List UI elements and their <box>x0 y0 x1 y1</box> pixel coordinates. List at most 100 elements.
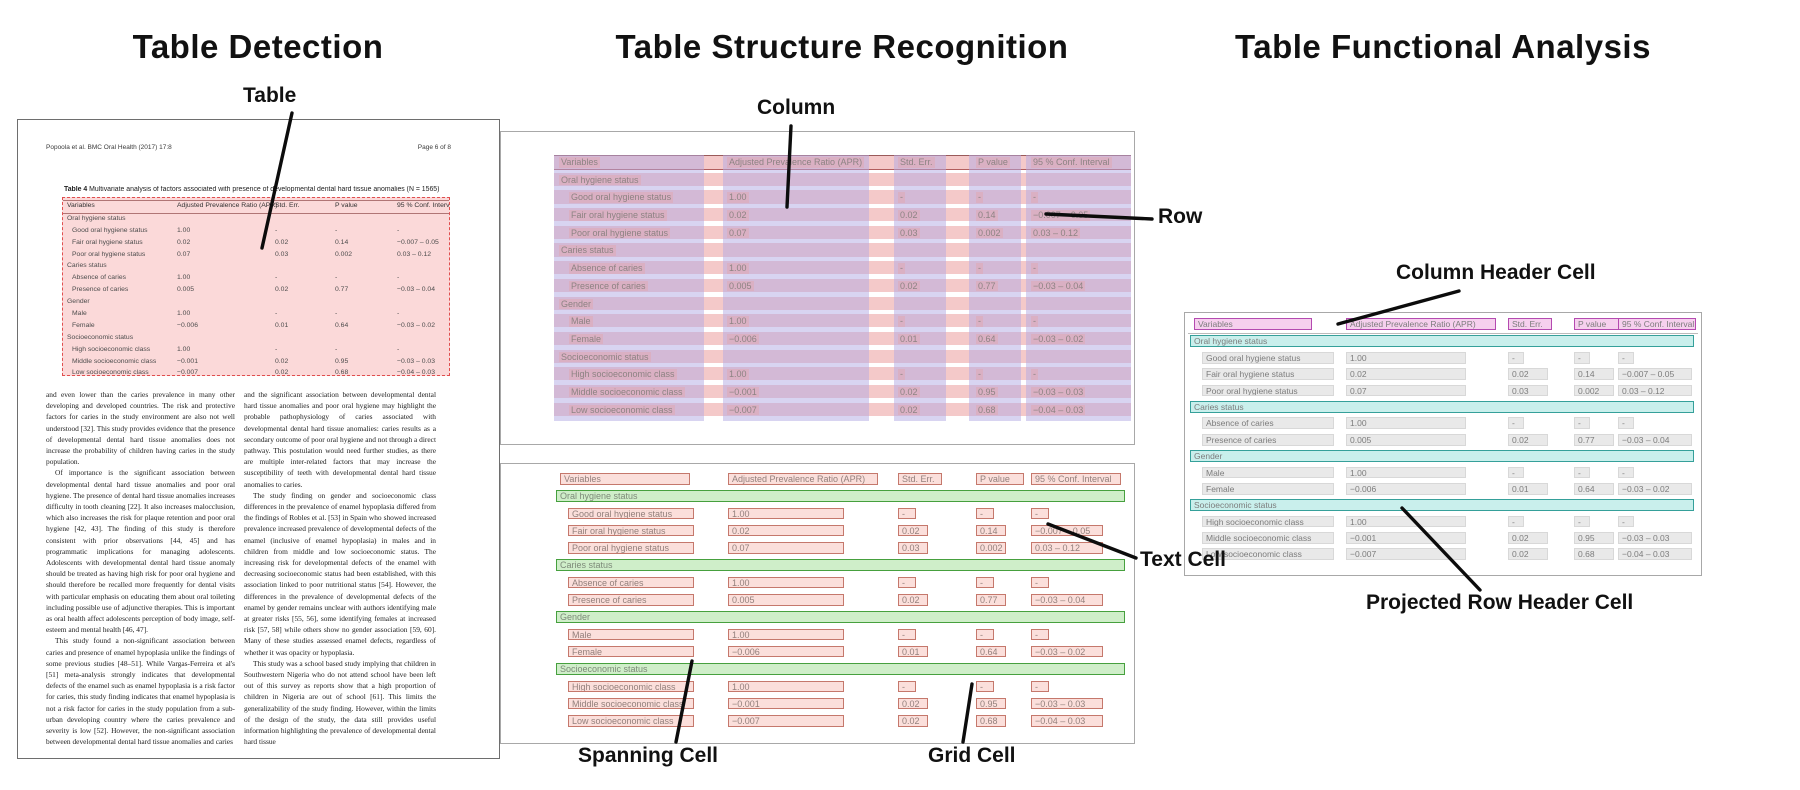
text-cell: 0.002 <box>976 542 1006 554</box>
table-row: Absence of caries 1.00 - - - <box>554 576 1131 593</box>
column-header-cell: Variables <box>1194 318 1312 330</box>
table-cell: - <box>1508 466 1524 479</box>
table-row: Absence of caries 1.00 - - - <box>1188 416 1698 432</box>
text-cell: 1.00 <box>728 680 844 693</box>
column-header: P value <box>335 202 358 209</box>
table-cell: 0.02 <box>727 210 749 221</box>
row-label: Presence of caries <box>569 280 648 292</box>
table-row: Socioeconomic status <box>554 662 1131 679</box>
table-caption-label: Table 4 <box>64 186 88 193</box>
table-cell: - <box>397 345 400 353</box>
table-cell: - <box>335 345 338 353</box>
table-cell: 0.02 <box>1346 368 1466 380</box>
text-cell: - <box>898 628 916 641</box>
table-cell: 0.07 <box>177 250 191 258</box>
table-row: Middle socioeconomic class −0.001 0.02 0.95… <box>1188 531 1698 547</box>
text-cell: 1.00 <box>728 628 844 641</box>
table-cell: - <box>1618 466 1634 479</box>
table-cell: 0.005 <box>727 280 754 292</box>
table-cell: - <box>898 263 905 274</box>
row-label: Low socioeconomic class <box>569 404 675 416</box>
row-label: Presence of caries <box>72 286 129 294</box>
body-paragraph: and the significant association between … <box>244 390 436 489</box>
text-cell: Absence of caries <box>568 576 694 589</box>
table-cell: 1.00 <box>177 310 191 318</box>
text-cell: 0.02 <box>728 524 844 537</box>
grid-cell: 95 % Conf. Interval <box>1031 473 1121 485</box>
table-cell: - <box>1574 466 1590 479</box>
table-row: Low socioeconomic class −0.007 0.02 0.68 −0.… <box>63 368 449 376</box>
text-cell: −0.007 – 0.05 <box>1031 524 1103 537</box>
row-label: Female <box>72 321 95 329</box>
callout-table: Table <box>243 84 297 107</box>
text-cell: - <box>976 628 994 641</box>
text-cell: 0.005 <box>728 594 844 606</box>
table-row: Male 1.00 - - - <box>1188 466 1698 482</box>
functional-analysis-table: Variables Adjusted Prevalence Ratio (APR)… <box>1184 312 1702 576</box>
table-cell: −0.04 – 0.03 <box>1618 548 1692 561</box>
callout-projected-row-header-cell: Projected Row Header Cell <box>1366 591 1634 614</box>
table-cell: −0.001 <box>727 386 759 398</box>
table-row: Gender <box>554 610 1131 627</box>
text-cell: −0.006 <box>728 645 844 658</box>
table-cell: 1.00 <box>727 316 749 327</box>
text-cell: - <box>898 507 916 520</box>
column-header-cell: Adjusted Prevalence Ratio (APR) <box>1346 318 1496 330</box>
column-header-cell: Std. Err. <box>1508 318 1552 330</box>
row-label: Middle socioeconomic class <box>569 386 685 398</box>
column-highlight <box>894 155 946 421</box>
text-cell: 0.14 <box>976 524 1006 537</box>
table-row: Female −0.006 0.01 0.64 −0.03 – 0.02 <box>63 321 449 333</box>
table-row: Oral hygiene status <box>554 489 1131 506</box>
text-cell: Low socioeconomic class <box>568 715 694 727</box>
table-cell: 1.00 <box>177 274 191 282</box>
table-cell: 1.00 <box>1346 417 1466 430</box>
grid-cell: Std. Err. <box>898 473 942 485</box>
table-row: Socioeconomic status <box>63 333 449 345</box>
table-cell: 1.00 <box>1346 515 1466 528</box>
column-header: Adjusted Prevalence Ratio (APR) <box>177 202 278 209</box>
table-row: Presence of caries 0.005 0.02 0.77 −0.03 – 0… <box>63 285 449 297</box>
table-row: Gender <box>1188 449 1698 465</box>
table-row: Socioeconomic status <box>1188 498 1698 514</box>
table-cell: 0.03 – 0.12 <box>397 250 432 258</box>
table-row: Low socioeconomic class −0.007 0.02 0.68 −0.… <box>1188 547 1698 563</box>
table-row: Male 1.00 - - - <box>554 628 1131 645</box>
table-header-row: Variables Adjusted Prevalence Ratio (APR)… <box>63 200 449 214</box>
text-cell: −0.03 – 0.02 <box>1031 645 1103 658</box>
structure-cells-table: Variables Adjusted Prevalence Ratio (APR)… <box>500 463 1135 744</box>
table-cell: Female <box>1202 482 1334 495</box>
text-cell: - <box>1031 628 1049 641</box>
table-cell: - <box>1618 515 1634 528</box>
text-cell: High socioeconomic class <box>568 680 694 693</box>
column-header: Std. Err. <box>898 157 935 168</box>
title-functional-analysis: Table Functional Analysis <box>1235 28 1651 65</box>
table-grid: Variables Adjusted Prevalence Ratio (APR)… <box>1188 317 1698 564</box>
row-label: Poor oral hygiene status <box>569 227 671 239</box>
text-cell: Middle socioeconomic class <box>568 697 694 710</box>
page-running-header: Popoola et al. BMC Oral Health (2017) 17… <box>46 144 172 151</box>
table-cell: 0.005 <box>1346 433 1466 446</box>
table-cell: −0.006 <box>177 321 198 329</box>
text-cell: 0.02 <box>898 594 928 606</box>
column-header-cell: P value <box>1574 318 1622 330</box>
spanning-cell: Socioeconomic status <box>556 663 1125 675</box>
table-cell: 0.03 <box>898 227 920 239</box>
table-cell: −0.001 <box>177 357 198 365</box>
table-cell: 0.95 <box>335 357 349 365</box>
table-row: Good oral hygiene status 1.00 - - - <box>1188 351 1698 367</box>
table-cell: - <box>1618 417 1634 430</box>
table-cell: 0.002 <box>976 227 1003 239</box>
callout-row: Row <box>1158 205 1203 228</box>
section-row-label: Oral hygiene status <box>559 174 641 186</box>
table-row: Caries status <box>63 261 449 273</box>
projected-row-header-cell: Gender <box>1190 450 1694 462</box>
table-cell: 0.02 <box>275 369 289 376</box>
table-cell: −0.007 <box>1346 548 1466 561</box>
table-cell: 1.00 <box>177 345 191 353</box>
table-row: Fair oral hygiene status 0.02 0.02 0.14 −0.0… <box>63 238 449 250</box>
document-page: Popoola et al. BMC Oral Health (2017) 17… <box>17 119 500 759</box>
table-row: High socioeconomic class 1.00 - - - <box>1188 515 1698 531</box>
table-cell: - <box>275 226 278 234</box>
table-row: Middle socioeconomic class −0.001 0.02 0.95… <box>554 697 1131 714</box>
